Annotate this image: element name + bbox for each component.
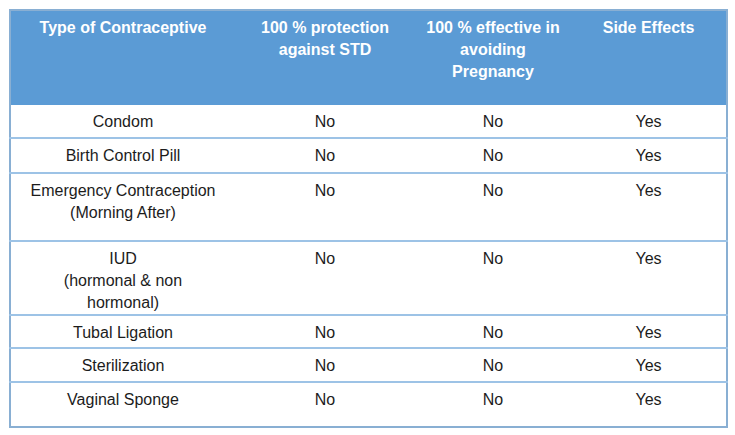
column-header-side-effects: Side Effects [571,10,727,105]
table-body: Condom No No Yes Birth Control Pill No N… [10,105,727,427]
cell-side-effects: Yes [571,173,727,241]
cell-std-protection: No [235,315,415,348]
cell-type: Emergency Contraception (Morning After) [10,173,235,241]
cell-side-effects: Yes [571,348,727,382]
table-header: Type of Contraceptive 100 % protection a… [10,10,727,105]
cell-pregnancy-effective: No [415,241,571,315]
table-row-tubal-ligation: Tubal Ligation No No Yes [10,315,727,348]
table-row-sterilization: Sterilization No No Yes [10,348,727,382]
column-header-std-protection: 100 % protection against STD [235,10,415,105]
cell-side-effects: Yes [571,138,727,173]
cell-pregnancy-effective: No [415,138,571,173]
table-row-condom: Condom No No Yes [10,105,727,138]
cell-type: Condom [10,105,235,138]
cell-side-effects: Yes [571,241,727,315]
cell-type: Tubal Ligation [10,315,235,348]
cell-type: Birth Control Pill [10,138,235,173]
cell-pregnancy-effective: No [415,348,571,382]
cell-type: Sterilization [10,348,235,382]
table-row-vaginal-sponge: Vaginal Sponge No No Yes [10,382,727,427]
cell-std-protection: No [235,138,415,173]
table-row-emergency-contraception: Emergency Contraception (Morning After) … [10,173,727,241]
cell-side-effects: Yes [571,315,727,348]
column-header-pregnancy-effective: 100 % effective in avoiding Pregnancy [415,10,571,105]
cell-std-protection: No [235,382,415,427]
cell-std-protection: No [235,241,415,315]
column-header-type: Type of Contraceptive [10,10,235,105]
page: Type of Contraceptive 100 % protection a… [0,0,735,435]
cell-type: IUD (hormonal & non hormonal) [10,241,235,315]
cell-std-protection: No [235,173,415,241]
table-row-iud: IUD (hormonal & non hormonal) No No Yes [10,241,727,315]
cell-side-effects: Yes [571,382,727,427]
cell-pregnancy-effective: No [415,173,571,241]
cell-side-effects: Yes [571,105,727,138]
cell-pregnancy-effective: No [415,105,571,138]
table-row-birth-control-pill: Birth Control Pill No No Yes [10,138,727,173]
contraceptive-table: Type of Contraceptive 100 % protection a… [9,9,728,428]
cell-pregnancy-effective: No [415,382,571,427]
cell-std-protection: No [235,348,415,382]
cell-pregnancy-effective: No [415,315,571,348]
header-row: Type of Contraceptive 100 % protection a… [10,10,727,105]
cell-type: Vaginal Sponge [10,382,235,427]
cell-std-protection: No [235,105,415,138]
